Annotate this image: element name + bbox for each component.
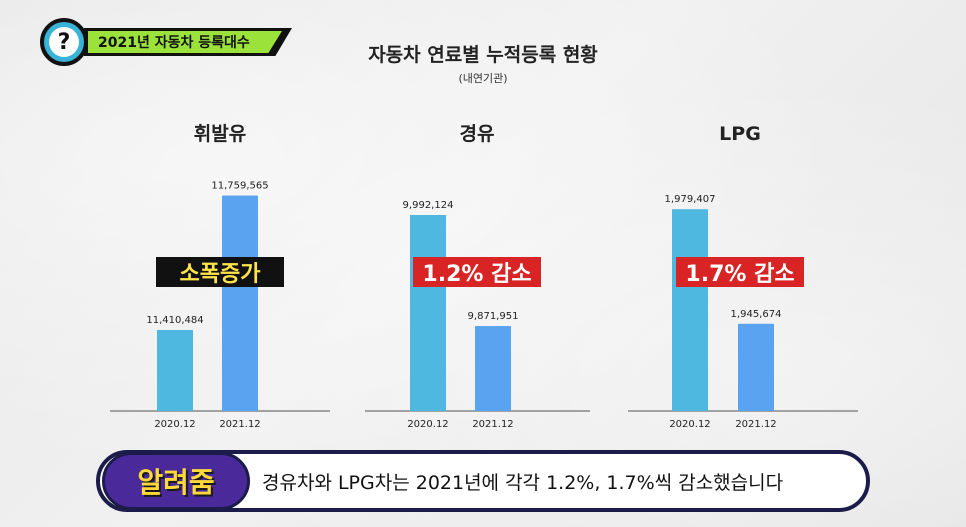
caption-text: 경유차와 LPG차는 2021년에 각각 1.2%, 1.7%씩 감소했습니다	[262, 472, 784, 494]
callout-text: 1.7% 감소	[685, 262, 794, 287]
bar-value-label: 9,992,124	[403, 200, 454, 211]
x-tick-label: 2020.12	[154, 419, 195, 430]
bar	[157, 329, 193, 411]
callout-box	[156, 257, 284, 287]
callout-text: 1.2% 감소	[422, 262, 531, 287]
chart-title: 휘발유	[194, 123, 246, 145]
callout-box	[413, 257, 541, 287]
bar	[222, 195, 258, 411]
page-title: 자동차 연료별 누적등록 현황	[368, 44, 598, 66]
bar-value-label: 11,759,565	[211, 181, 268, 192]
page-subtitle: (내연기관)	[458, 72, 508, 85]
bar-value-label: 1,979,407	[665, 194, 716, 205]
bar	[672, 209, 708, 411]
bar-value-label: 11,410,484	[146, 315, 203, 326]
x-tick-label: 2021.12	[219, 419, 260, 430]
chart-title: LPG	[719, 123, 761, 145]
x-tick-label: 2020.12	[407, 419, 448, 430]
callout-box	[676, 257, 804, 287]
bar-value-label: 1,945,674	[731, 309, 782, 320]
bar	[475, 326, 511, 411]
question-icon: ?	[49, 27, 79, 57]
question-badge: ?	[40, 18, 88, 66]
bar-value-label: 9,871,951	[468, 311, 519, 322]
x-tick-label: 2020.12	[669, 419, 710, 430]
bar	[410, 214, 446, 411]
chart-title: 경유	[460, 123, 495, 145]
topic-tag-label: 2021년 자동차 등록대수	[88, 31, 282, 53]
x-tick-label: 2021.12	[472, 419, 513, 430]
x-tick-label: 2021.12	[735, 419, 776, 430]
caption-label: 알려줌	[102, 452, 250, 510]
bar	[738, 323, 774, 411]
callout-text: 소폭증가	[180, 262, 261, 287]
topic-tag: 2021년 자동차 등록대수	[84, 28, 292, 56]
